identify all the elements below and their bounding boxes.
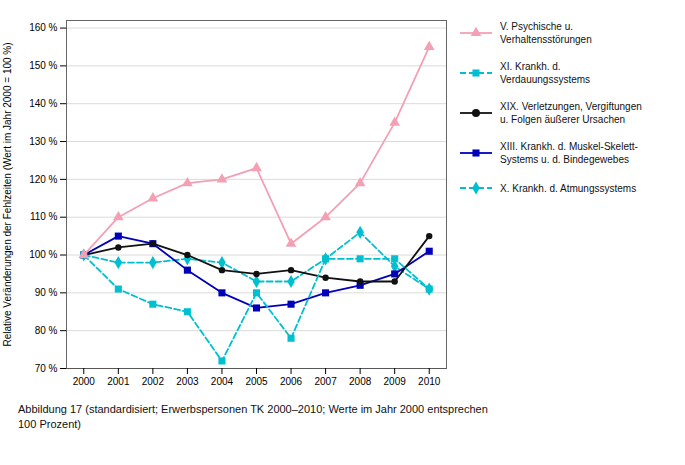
svg-text:2010: 2010 [418,376,441,387]
svg-text:2009: 2009 [384,376,407,387]
svg-text:140 %: 140 % [29,98,57,109]
svg-text:2000: 2000 [73,376,96,387]
svg-text:80 %: 80 % [35,325,58,336]
html-text:V. Psychische u. Verhaltensstö: V. Psychische u. Verhaltensstörungen [500,21,592,45]
svg-text:90 %: 90 % [35,287,58,298]
html-text:XIX. Verletzungen, Vergiftunge: XIX. Verletzungen, Vergiftungen u. Folge… [500,101,642,125]
svg-text:70 %: 70 % [35,363,58,374]
svg-text:2003: 2003 [176,376,199,387]
html-text:XIII. Krankh. d. Muskel-Skelet: XIII. Krankh. d. Muskel-Skelett- Systems… [500,141,638,165]
svg-text:2002: 2002 [142,376,165,387]
svg-text:110 %: 110 % [30,211,58,222]
html-text:Abbildung 17 (standardisiert;: Abbildung 17 (standardisiert; Erwerbsper… [18,403,488,430]
html-text:XI. Krankh. d. Verdauungssyste: XI. Krankh. d. Verdauungssystems [500,61,591,85]
svg-text:2005: 2005 [245,376,268,387]
svg-text:130 %: 130 % [29,136,57,147]
svg-text:2006: 2006 [280,376,303,387]
svg-text:2008: 2008 [349,376,372,387]
html-text:X. Krankh. d. Atmungssystems: X. Krankh. d. Atmungssystems [500,182,637,194]
svg-text:150 %: 150 % [29,60,57,71]
svg-text:100 %: 100 % [29,249,57,260]
svg-text:2007: 2007 [314,376,337,387]
svg-text:2004: 2004 [211,376,234,387]
svg-text:Relative Veränderungen der Feh: Relative Veränderungen der Fehlzeiten (W… [2,42,13,346]
svg-text:2001: 2001 [107,376,130,387]
svg-text:160 %: 160 % [29,22,57,33]
svg-text:120 %: 120 % [29,174,57,185]
